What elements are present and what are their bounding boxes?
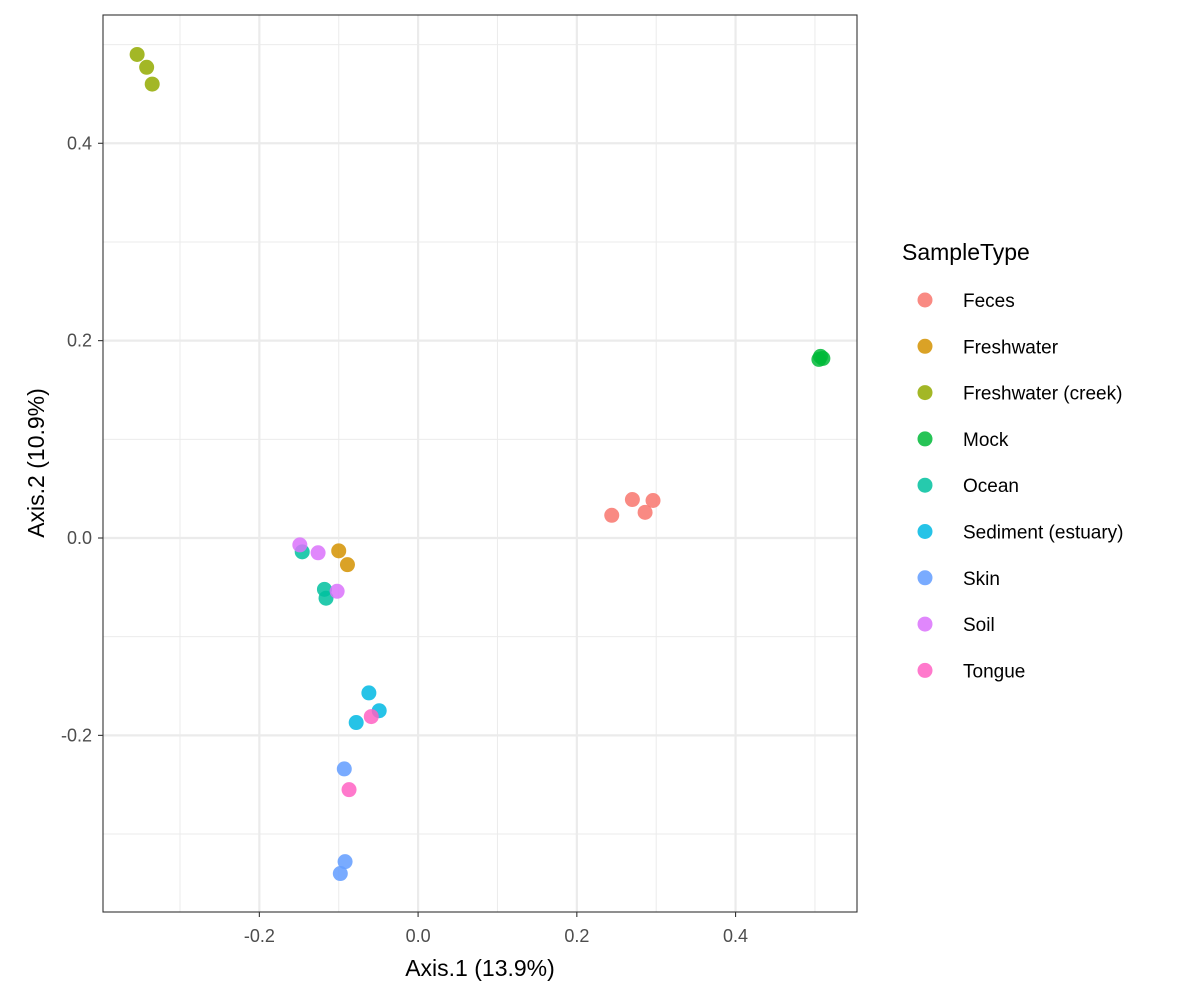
legend-title: SampleType: [902, 239, 1030, 265]
legend-label: Mock: [963, 430, 1009, 451]
data-point-soil: [310, 545, 326, 561]
x-tick-label: 0.0: [406, 926, 431, 946]
x-tick-label: 0.4: [723, 926, 748, 946]
data-point-feces: [637, 504, 653, 520]
legend-label: Ocean: [963, 476, 1019, 497]
data-points: [129, 46, 831, 882]
minor-gridlines: [103, 15, 857, 912]
legend-key: [917, 338, 933, 354]
legend-label: Sediment (estuary): [963, 523, 1124, 544]
y-axis-label: Axis.2 (10.9%): [23, 388, 49, 538]
legend-key: [917, 524, 933, 539]
data-point-skin: [332, 866, 348, 882]
legend-key: [917, 385, 933, 401]
legend-key: [917, 477, 933, 493]
legend-label: Skin: [963, 569, 1000, 590]
plot-panel-border: [102, 14, 858, 913]
x-axis-label: Axis.1 (13.9%): [405, 955, 555, 981]
data-point-feces: [624, 492, 640, 508]
y-tick-label: 0.0: [67, 528, 92, 548]
y-tick-label: 0.2: [67, 331, 92, 351]
data-point-soil: [329, 583, 345, 599]
data-point-freshwater-creek: [144, 76, 160, 92]
x-tick-label: -0.2: [244, 926, 275, 946]
legend-label: Freshwater (creek): [963, 384, 1122, 405]
legend-key: [917, 292, 933, 308]
legend-label: Tongue: [963, 661, 1025, 682]
data-point-feces: [604, 507, 620, 523]
y-tick-label: -0.2: [61, 725, 92, 745]
y-axis-ticks: -0.2 0.0 0.2 0.4: [61, 133, 103, 745]
data-point-ocean: [318, 590, 334, 606]
legend-label: Feces: [963, 291, 1015, 312]
x-tick-label: 0.2: [564, 926, 589, 946]
data-point-freshwater-creek: [139, 59, 155, 75]
major-gridlines: [103, 15, 857, 912]
legend-key: [917, 431, 933, 447]
data-point-tongue: [363, 709, 379, 725]
legend-key: [917, 570, 933, 586]
data-point-sediment-estuary: [361, 685, 377, 701]
legend-key: [917, 616, 933, 632]
data-point-soil: [292, 537, 308, 553]
data-point-skin: [336, 761, 352, 777]
data-point-skin: [337, 854, 353, 870]
data-point-feces: [645, 493, 661, 509]
data-point-freshwater-creek: [129, 46, 145, 62]
legend-label: Freshwater: [963, 337, 1059, 358]
data-point-sediment-estuary: [348, 715, 364, 731]
legend-label: Soil: [963, 615, 995, 636]
data-point-freshwater: [331, 543, 347, 559]
data-point-mock: [811, 351, 827, 367]
data-point-freshwater: [339, 557, 355, 573]
legend-key: [917, 662, 933, 678]
x-axis-ticks: -0.2 0.0 0.2 0.4: [244, 912, 748, 946]
y-tick-label: 0.4: [67, 133, 92, 153]
data-point-tongue: [341, 782, 357, 798]
legend: SampleType Feces Freshwater Freshwater (cr…: [902, 239, 1124, 682]
